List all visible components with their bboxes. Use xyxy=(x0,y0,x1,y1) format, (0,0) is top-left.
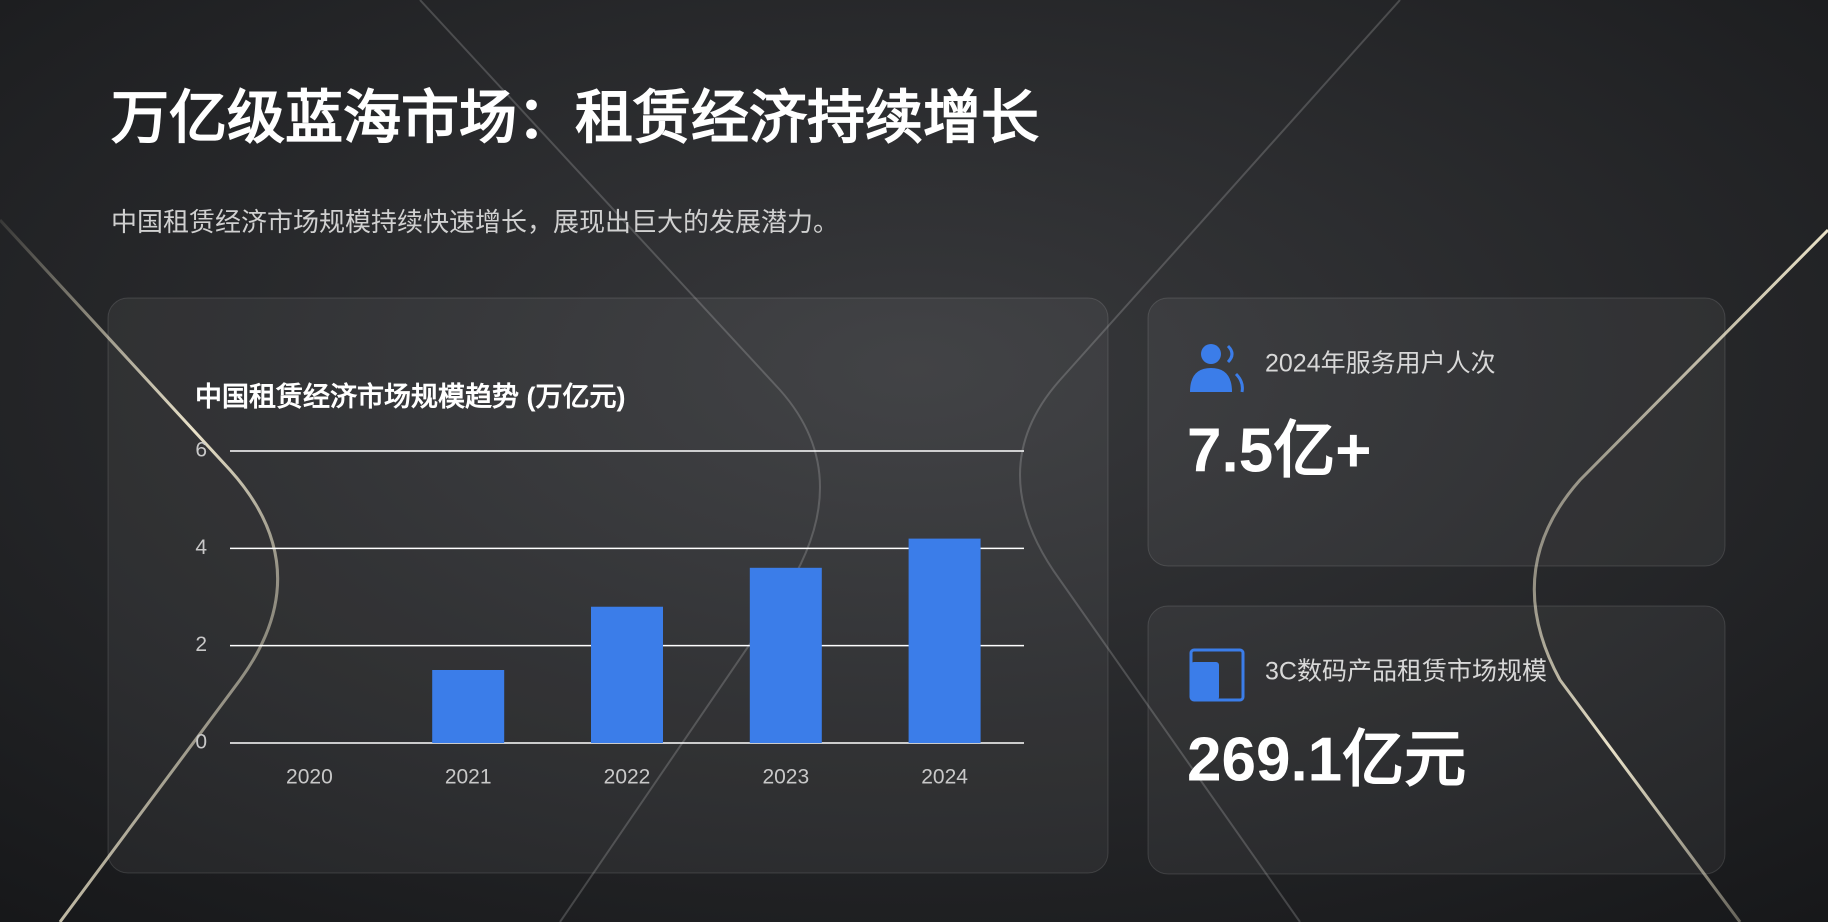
stat-value: 7.5亿+ xyxy=(1187,416,1371,485)
user-icon xyxy=(1190,344,1244,393)
y-tick-label: 6 xyxy=(195,439,207,462)
y-tick-label: 4 xyxy=(195,536,207,559)
bar xyxy=(749,567,822,743)
stat-value: 269.1亿元 xyxy=(1187,725,1466,794)
x-tick-label: 2024 xyxy=(921,766,968,789)
x-tick-label: 2020 xyxy=(286,766,333,789)
stat-label: 3C数码产品租赁市场规模 xyxy=(1265,658,1547,686)
y-tick-label: 2 xyxy=(195,633,207,656)
x-tick-label: 2021 xyxy=(445,766,492,789)
subtitle: 中国租赁经济市场规模持续快速增长，展现出巨大的发展潜力。 xyxy=(111,207,839,237)
bar xyxy=(908,538,981,743)
bar xyxy=(432,670,505,743)
title: 万亿级蓝海市场：租赁经济持续增长 xyxy=(111,85,1039,150)
x-tick-label: 2022 xyxy=(604,766,651,789)
y-tick-label: 0 xyxy=(195,731,207,754)
stat-card xyxy=(1147,297,1726,567)
x-tick-label: 2023 xyxy=(762,766,809,789)
chart-card xyxy=(107,297,1109,874)
device-icon xyxy=(1189,648,1245,702)
chart-title: 中国租赁经济市场规模趋势 (万亿元) xyxy=(195,381,625,412)
stat-card xyxy=(1147,605,1726,875)
stat-label: 2024年服务用户人次 xyxy=(1265,350,1496,378)
bar xyxy=(591,606,663,743)
